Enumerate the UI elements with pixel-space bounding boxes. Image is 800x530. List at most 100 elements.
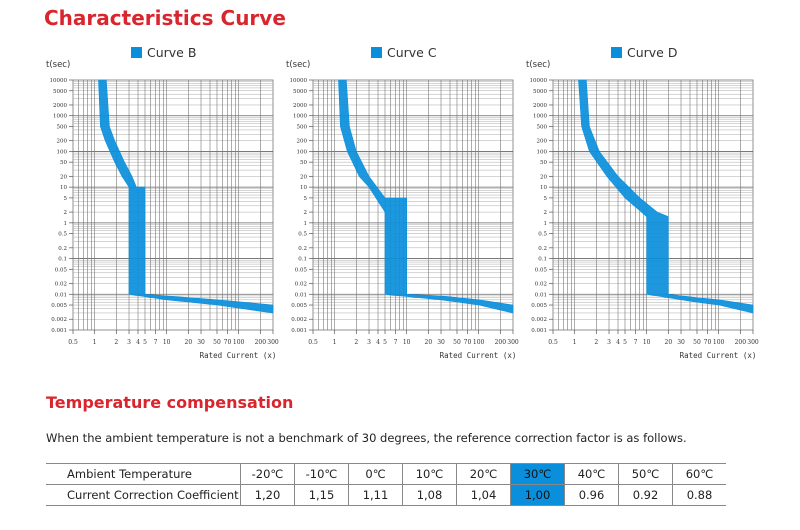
temperature-cell: 60℃	[672, 463, 726, 485]
x-axis-label: Rated Current (x)	[200, 351, 277, 360]
x-tick-label: 30	[437, 339, 445, 346]
table-row: Ambient Temperature -20℃ -10℃ 0℃ 10℃ 20℃ 30℃ 4…	[46, 463, 726, 485]
y-axis-label: t(sec)	[286, 60, 310, 70]
coefficient-cell: 1,11	[348, 484, 403, 506]
y-tick-label: 0.02	[55, 282, 67, 288]
x-tick-label: 200	[255, 339, 267, 346]
y-tick-label: 2000	[53, 103, 67, 109]
y-tick-label: 5000	[53, 89, 67, 95]
temperature-cell: 10℃	[402, 463, 457, 485]
x-tick-label: 4	[616, 339, 620, 346]
legend-label: Curve D	[627, 45, 677, 60]
y-tick-label: 0.2	[538, 246, 547, 252]
row-label: Ambient Temperature	[46, 463, 241, 485]
temperature-cell: -20℃	[240, 463, 295, 485]
y-tick-label: 5	[304, 196, 308, 202]
x-tick-label: 30	[197, 339, 205, 346]
y-tick-label: 200	[297, 139, 308, 145]
x-tick-label: 300	[507, 339, 519, 346]
x-tick-label: 2	[114, 339, 118, 346]
coefficient-cell: 1,04	[456, 484, 511, 506]
x-tick-label: 20	[425, 339, 433, 346]
y-tick-label: 20	[540, 174, 547, 180]
y-tick-label: 20	[300, 174, 307, 180]
y-tick-label: 0.005	[291, 303, 307, 309]
y-tick-label: 10	[540, 185, 547, 191]
x-tick-label: 5	[143, 339, 147, 346]
x-axis-label: Rated Current (x)	[440, 351, 517, 360]
x-tick-label: 300	[267, 339, 279, 346]
x-tick-label: 300	[747, 339, 759, 346]
x-tick-label: 10	[163, 339, 171, 346]
legend-label: Curve C	[387, 45, 437, 60]
x-tick-label: 0.5	[68, 339, 78, 346]
coefficient-cell: 1,15	[294, 484, 349, 506]
x-tick-label: 7	[394, 339, 398, 346]
y-tick-label: 5000	[533, 89, 547, 95]
y-tick-label: 2000	[533, 103, 547, 109]
plot-frame	[312, 79, 514, 331]
table-row: Current Correction Coefficient 1,20 1,15 1…	[46, 484, 726, 506]
x-tick-label: 5	[383, 339, 387, 346]
y-tick-label: 1000	[53, 114, 67, 120]
x-tick-label: 0.5	[548, 339, 558, 346]
y-tick-label: 0.001	[291, 328, 307, 334]
legend-label: Curve B	[147, 45, 196, 60]
x-tick-label: 20	[185, 339, 193, 346]
y-tick-label: 2000	[293, 103, 307, 109]
y-tick-label: 5	[64, 196, 68, 202]
y-tick-label: 0.005	[51, 303, 67, 309]
y-tick-label: 0.1	[298, 257, 307, 263]
y-tick-label: 0.01	[535, 292, 547, 298]
x-tick-label: 50	[453, 339, 461, 346]
y-tick-label: 1	[64, 221, 68, 227]
y-tick-label: 1000	[533, 114, 547, 120]
x-tick-label: 70	[704, 339, 712, 346]
y-tick-label: 0.005	[531, 303, 547, 309]
y-tick-label: 2	[304, 210, 308, 216]
temperature-cell: 50℃	[618, 463, 673, 485]
page-title: Characteristics Curve	[44, 6, 286, 30]
legend-swatch	[371, 47, 382, 58]
y-axis-label: t(sec)	[46, 60, 70, 70]
y-tick-label: 0.05	[295, 267, 308, 273]
temperature-cell: 30℃	[510, 463, 565, 485]
x-tick-label: 0.5	[308, 339, 318, 346]
y-tick-label: 0.5	[58, 232, 67, 238]
temperature-cell: 0℃	[348, 463, 403, 485]
trip-curve-band	[98, 79, 274, 314]
x-tick-label: 100	[233, 339, 245, 346]
y-tick-label: 500	[537, 124, 548, 130]
y-tick-label: 200	[537, 139, 548, 145]
y-tick-label: 2	[544, 210, 548, 216]
y-tick-label: 1000	[293, 114, 307, 120]
y-tick-label: 0.1	[58, 257, 67, 263]
coefficient-cell: 1,20	[240, 484, 295, 506]
y-tick-label: 100	[297, 149, 308, 155]
y-tick-label: 0.2	[298, 246, 307, 252]
x-tick-label: 1	[93, 339, 97, 346]
x-tick-label: 2	[594, 339, 598, 346]
x-tick-label: 1	[333, 339, 337, 346]
x-tick-label: 1	[573, 339, 577, 346]
x-tick-label: 50	[213, 339, 221, 346]
x-tick-label: 100	[713, 339, 725, 346]
x-tick-label: 3	[607, 339, 611, 346]
temperature-table: Ambient Temperature -20℃ -10℃ 0℃ 10℃ 20℃ 30℃ 4…	[46, 463, 726, 506]
y-tick-label: 200	[57, 139, 68, 145]
temperature-cell: 20℃	[456, 463, 511, 485]
x-tick-label: 3	[367, 339, 371, 346]
y-tick-label: 500	[297, 124, 308, 130]
x-tick-label: 10	[403, 339, 411, 346]
x-tick-label: 200	[495, 339, 507, 346]
x-tick-label: 4	[376, 339, 380, 346]
row-label: Current Correction Coefficient	[46, 484, 241, 506]
x-tick-label: 100	[473, 339, 485, 346]
y-tick-label: 1	[304, 221, 308, 227]
coefficient-cell: 1,08	[402, 484, 457, 506]
x-tick-label: 7	[634, 339, 638, 346]
plot-frame	[72, 79, 274, 331]
y-tick-label: 0.002	[291, 317, 307, 323]
x-tick-label: 2	[354, 339, 358, 346]
y-tick-label: 0.002	[51, 317, 67, 323]
